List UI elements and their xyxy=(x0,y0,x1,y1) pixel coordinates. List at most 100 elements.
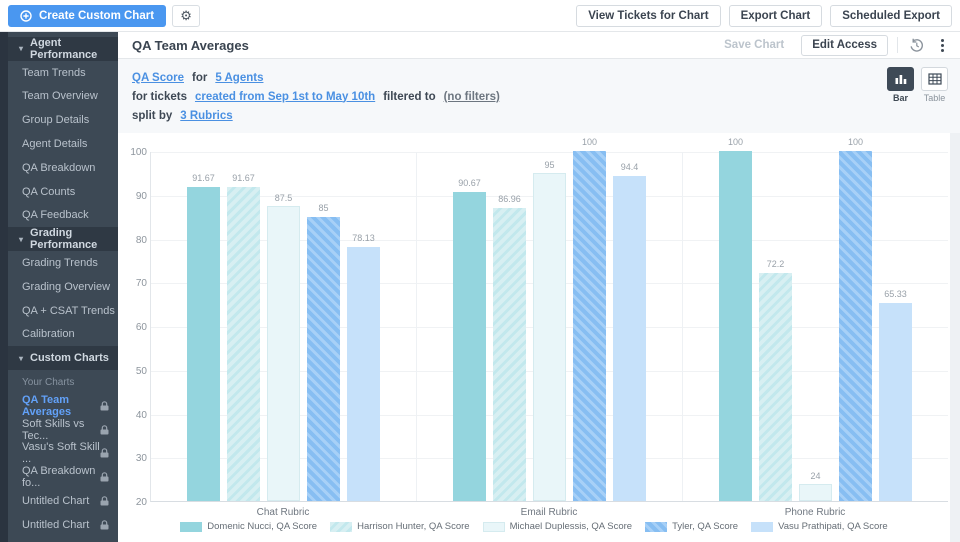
sidebar-section-label: Grading Performance xyxy=(30,227,98,252)
filter-link-qa-score[interactable]: QA Score xyxy=(132,71,184,84)
sidebar-item-label: Soft Skills vs Tec... xyxy=(22,417,85,442)
sidebar-item-untitled-chart[interactable]: Untitled Chart xyxy=(8,513,118,537)
bar-tyler-email-rubric[interactable]: 100 xyxy=(573,137,606,501)
chart-card: 20 30 40 50 60 70 80 90 100 91.67 91.67 87.5 85 78.13… xyxy=(118,133,950,542)
sidebar-item-label: QA + CSAT Trends xyxy=(22,304,115,317)
sidebar-item-agent-details[interactable]: Agent Details xyxy=(8,132,118,156)
history-icon xyxy=(910,38,923,52)
chart-legend: Domenic Nucci, QA Score Harrison Hunter, … xyxy=(118,521,950,532)
filter-link-created-from-sep-1st-to-may-10th[interactable]: created from Sep 1st to May 10th xyxy=(194,90,376,103)
bar-group-email-rubric: 90.67 86.96 95 100 94.4 xyxy=(417,137,683,501)
x-axis-label-email-rubric: Email Rubric xyxy=(520,507,578,518)
chart-filter-summary: QA Score for 5 Agents for tickets created fr… xyxy=(118,59,960,133)
bar-view-toggle[interactable]: Bar xyxy=(887,67,914,103)
bar-michael-duplessis-chat-rubric[interactable]: 87.5 xyxy=(267,193,300,501)
legend-item-harrison-hunter[interactable]: Harrison Hunter, QA Score xyxy=(330,521,470,532)
legend-item-michael-duplessis[interactable]: Michael Duplessis, QA Score xyxy=(482,521,632,532)
bar-value-label: 65.33 xyxy=(884,288,907,299)
y-axis-tick-label: 60 xyxy=(135,322,147,333)
settings-button[interactable]: ⚙ xyxy=(172,4,201,27)
legend-swatch xyxy=(751,521,774,532)
sidebar-item-label: Calibration xyxy=(22,328,75,341)
sidebar-item-untitled-chart[interactable]: Untitled Chart xyxy=(8,489,118,513)
bar-value-label: 100 xyxy=(581,137,598,147)
bar-vasu-prathipati-chat-rubric[interactable]: 78.13 xyxy=(347,233,380,501)
bar-harrison-hunter-phone-rubric[interactable]: 72.2 xyxy=(759,259,792,501)
sidebar-item-group-details[interactable]: Group Details xyxy=(8,108,118,132)
bar-value-label: 91.67 xyxy=(232,173,255,184)
sidebar-item-label: QA Feedback xyxy=(22,209,89,222)
filter-link-no-filters[interactable]: (no filters) xyxy=(443,90,500,103)
x-axis-label-phone-rubric: Phone Rubric xyxy=(784,507,846,518)
sidebar-item-qa-breakdown[interactable]: QA Breakdown xyxy=(8,156,118,180)
bar-michael-duplessis-phone-rubric[interactable]: 24 xyxy=(799,471,832,501)
bar-vasu-prathipati-email-rubric[interactable]: 94.4 xyxy=(613,162,646,501)
bar-group-chat-rubric: 91.67 91.67 87.5 85 78.13 xyxy=(151,152,417,501)
sidebar-item-qa-breakdown-fo[interactable]: QA Breakdown fo... xyxy=(8,465,118,489)
bar-michael-duplessis-email-rubric[interactable]: 95 xyxy=(533,160,566,501)
bar-domenic-nucci-phone-rubric[interactable]: 100 xyxy=(719,137,752,501)
sidebar-section-grading-performance[interactable]: ▾ Grading Performance xyxy=(8,227,118,251)
sidebar-item-grading-trends[interactable]: Grading Trends xyxy=(8,251,118,275)
legend-item-tyler[interactable]: Tyler, QA Score xyxy=(645,521,738,532)
legend-item-domenic-nucci[interactable]: Domenic Nucci, QA Score xyxy=(180,521,317,532)
y-axis-tick-label: 40 xyxy=(135,409,147,421)
sidebar-section-agent-performance[interactable]: ▾ Agent Performance xyxy=(8,37,118,61)
sidebar-item-grading-overview[interactable]: Grading Overview xyxy=(8,275,118,299)
bar-group-phone-rubric: 100 72.2 24 100 65.33 xyxy=(683,137,948,501)
legend-swatch xyxy=(180,521,203,532)
table-icon xyxy=(927,73,942,85)
legend-label: Vasu Prathipati, QA Score xyxy=(778,521,888,532)
bar-tyler-chat-rubric[interactable]: 85 xyxy=(307,203,340,501)
view-tickets-for-chart-button[interactable]: View Tickets for Chart xyxy=(576,4,721,27)
sidebar-item-label: Untitled Chart xyxy=(22,495,90,508)
save-chart-button[interactable]: Save Chart xyxy=(724,39,785,51)
sidebar-item-qa-feedback[interactable]: QA Feedback xyxy=(8,204,118,228)
sidebar-item-qa-team-averages[interactable]: QA Team Averages xyxy=(8,394,118,418)
sidebar-item-vasu-s-soft-skill[interactable]: Vasu's Soft Skill ... xyxy=(8,441,118,466)
edit-access-button[interactable]: Edit Access xyxy=(801,34,888,56)
y-axis-tick-label: 30 xyxy=(135,453,147,465)
sidebar-section-custom-charts[interactable]: ▾ Custom Charts xyxy=(8,346,118,371)
bar-harrison-hunter-email-rubric[interactable]: 86.96 xyxy=(493,194,526,501)
table-view-toggle[interactable]: Table xyxy=(921,67,948,103)
bar-tyler-phone-rubric[interactable]: 100 xyxy=(839,137,872,501)
bar-domenic-nucci-chat-rubric[interactable]: 91.67 xyxy=(187,173,220,501)
legend-item-vasu-prathipati[interactable]: Vasu Prathipati, QA Score xyxy=(751,521,888,532)
bar-harrison-hunter-chat-rubric[interactable]: 91.67 xyxy=(227,173,260,501)
create-custom-chart-button[interactable]: Create Custom Chart xyxy=(8,4,167,27)
export-chart-button[interactable]: Export Chart xyxy=(728,4,823,27)
kebab-menu-icon[interactable] xyxy=(935,37,950,54)
sidebar-item-qa-csat-trends[interactable]: QA + CSAT Trends xyxy=(8,299,118,323)
sidebar-item-team-trends[interactable]: Team Trends xyxy=(8,61,118,85)
bar-chart-icon xyxy=(895,75,906,84)
lock-icon xyxy=(100,401,109,411)
bar-value-label: 86.96 xyxy=(498,194,521,205)
scheduled-export-button[interactable]: Scheduled Export xyxy=(830,4,952,27)
y-axis-tick-label: 70 xyxy=(135,278,147,290)
bar-value-label: 24 xyxy=(810,470,821,481)
filter-line-2: for tickets created from Sep 1st to May 1… xyxy=(132,87,950,106)
bar-domenic-nucci-email-rubric[interactable]: 90.67 xyxy=(453,178,486,501)
y-axis-tick-label: 50 xyxy=(135,365,147,377)
sidebar-item-label: Vasu's Soft Skill ... xyxy=(22,441,100,466)
lock-icon xyxy=(100,520,109,530)
sidebar-section-label: Custom Charts xyxy=(30,352,109,365)
sidebar-your-charts-label: Your Charts xyxy=(22,376,75,388)
filter-link-5-agents[interactable]: 5 Agents xyxy=(215,71,264,84)
filter-text: for xyxy=(191,71,208,84)
sidebar-item-team-overview[interactable]: Team Overview xyxy=(8,85,118,109)
chevron-down-icon: ▾ xyxy=(19,234,24,244)
filter-link-3-rubrics[interactable]: 3 Rubrics xyxy=(180,109,233,122)
gear-icon: ⚙ xyxy=(180,8,192,23)
sidebar-item-calibration[interactable]: Calibration xyxy=(8,323,118,347)
sidebar-scroll-rail[interactable] xyxy=(0,32,8,542)
sidebar-item-qa-counts[interactable]: QA Counts xyxy=(8,180,118,204)
view-toggle: Bar Table xyxy=(887,67,948,103)
bar-vasu-prathipati-phone-rubric[interactable]: 65.33 xyxy=(879,289,912,501)
filter-text: filtered to xyxy=(383,90,436,103)
sidebar-item-soft-skills-vs-tec[interactable]: Soft Skills vs Tec... xyxy=(8,418,118,442)
sidebar-section-label: Agent Performance xyxy=(30,36,98,61)
history-button[interactable] xyxy=(907,36,926,55)
sidebar-nav: ▾ Agent Performance Team Trends Team Overvi… xyxy=(8,37,118,537)
